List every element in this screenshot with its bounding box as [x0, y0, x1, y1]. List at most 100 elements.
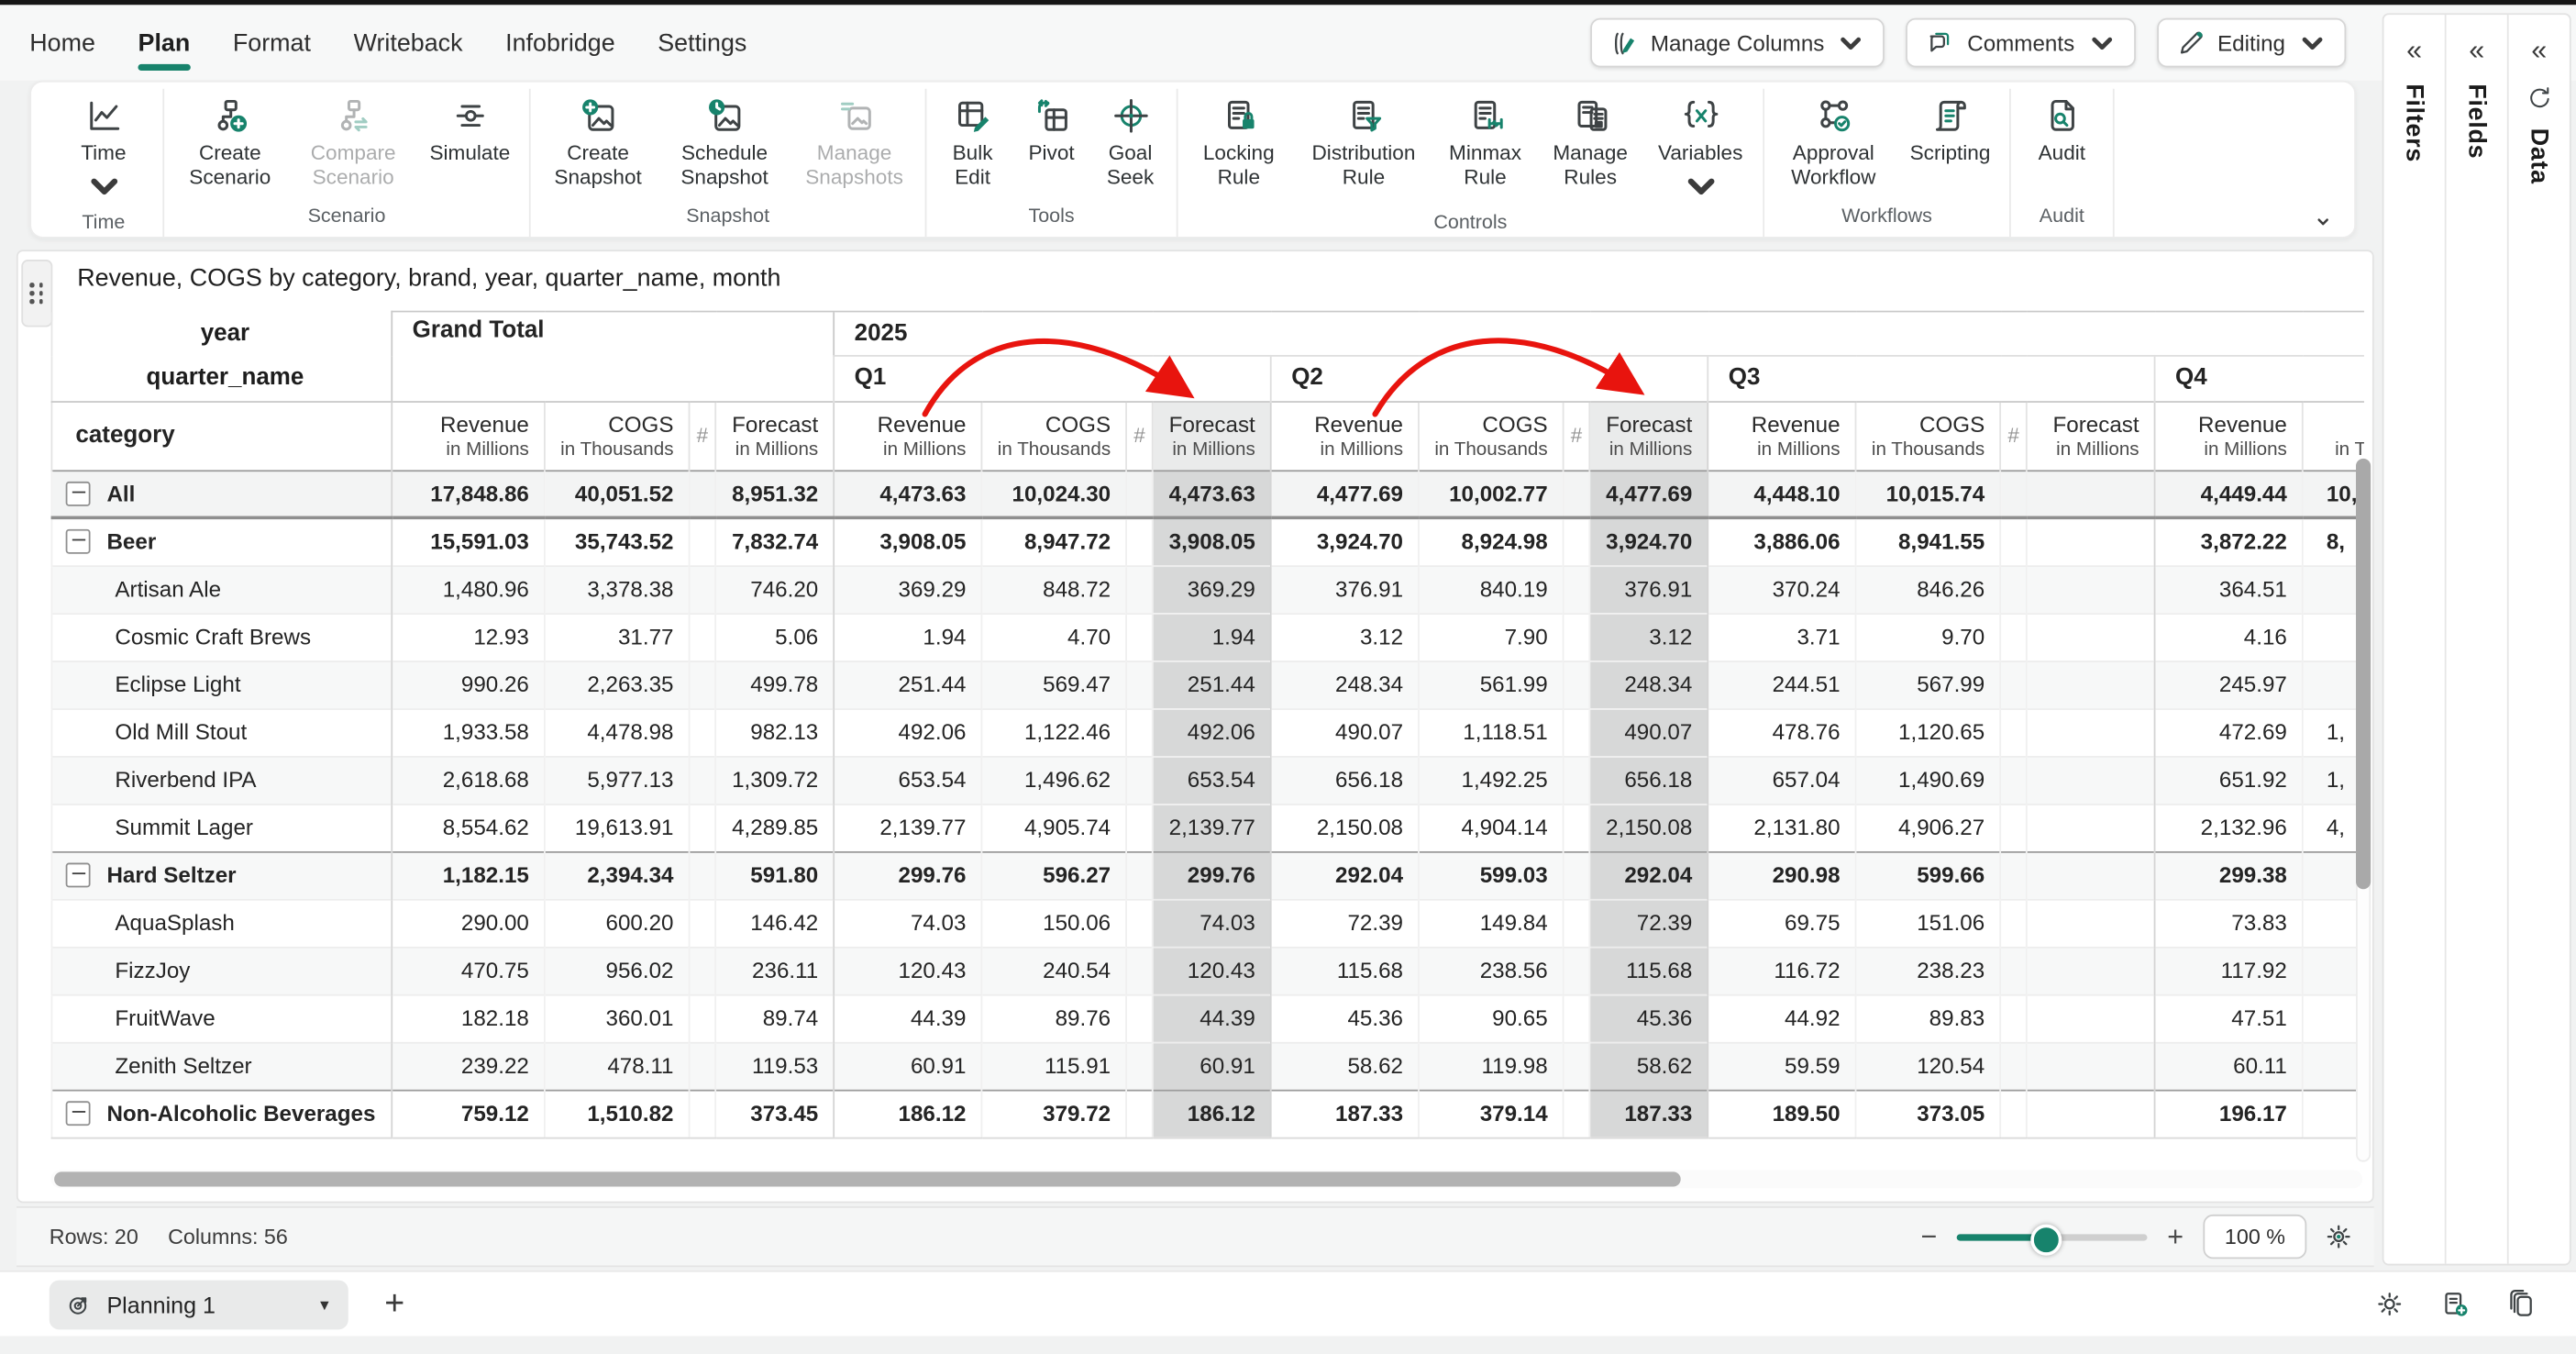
hash-cell[interactable] — [690, 517, 716, 565]
value-cell[interactable]: 379.14 — [1419, 1090, 1564, 1138]
value-cell[interactable]: 1,118.51 — [1419, 708, 1564, 756]
value-cell[interactable]: 2,132.96 — [2155, 804, 2303, 851]
hash-cell[interactable] — [2000, 851, 2027, 899]
value-cell[interactable]: 956.02 — [545, 947, 690, 994]
value-cell[interactable]: 5,977.13 — [545, 756, 690, 804]
quarter-q4-header[interactable]: Q4 — [2155, 356, 2364, 401]
value-cell[interactable]: 45.36 — [1271, 994, 1419, 1042]
value-cell[interactable]: 8,554.62 — [392, 804, 545, 851]
value-cell[interactable]: 2,131.80 — [1708, 804, 1855, 851]
collapse-icon[interactable] — [66, 481, 91, 505]
value-cell[interactable]: 373.45 — [715, 1090, 834, 1138]
value-cell[interactable]: 5.06 — [715, 613, 834, 660]
menu-settings[interactable]: Settings — [658, 28, 746, 56]
value-cell[interactable]: 146.42 — [715, 899, 834, 947]
value-cell[interactable] — [2027, 1042, 2155, 1090]
hash-cell[interactable] — [1126, 660, 1153, 708]
value-cell[interactable]: 1.94 — [1153, 613, 1271, 660]
value-cell[interactable]: 4,478.98 — [545, 708, 690, 756]
value-cell[interactable]: 379.72 — [982, 1090, 1127, 1138]
value-cell[interactable]: 89.76 — [982, 994, 1127, 1042]
value-cell[interactable]: 186.12 — [834, 1090, 981, 1138]
hash-cell[interactable] — [1564, 565, 1590, 613]
value-cell[interactable]: 31.77 — [545, 613, 690, 660]
value-cell[interactable]: 3,924.70 — [1589, 517, 1708, 565]
value-cell[interactable]: 3.12 — [1589, 613, 1708, 660]
value-cell[interactable]: 189.50 — [1708, 1090, 1855, 1138]
row-label[interactable]: Beer — [51, 517, 392, 565]
value-cell[interactable]: 364.51 — [2155, 565, 2303, 613]
zoom-level[interactable]: 100 % — [2204, 1215, 2307, 1259]
value-cell[interactable]: 120.43 — [834, 947, 981, 994]
value-cell[interactable]: 490.07 — [1589, 708, 1708, 756]
value-cell[interactable]: 653.54 — [1153, 756, 1271, 804]
hash-cell[interactable] — [1126, 994, 1153, 1042]
value-cell[interactable]: 4,477.69 — [1271, 470, 1419, 517]
value-cell[interactable]: 10,024.30 — [982, 470, 1127, 517]
value-cell[interactable]: 4,473.63 — [834, 470, 981, 517]
comments-button[interactable]: Comments — [1907, 18, 2135, 68]
value-cell[interactable]: 69.75 — [1708, 899, 1855, 947]
row-label[interactable]: Zenith Seltzer — [51, 1042, 392, 1090]
value-cell[interactable]: 492.06 — [1153, 708, 1271, 756]
row-label[interactable]: AquaSplash — [51, 899, 392, 947]
value-cell[interactable]: 990.26 — [392, 660, 545, 708]
value-cell[interactable]: 7,832.74 — [715, 517, 834, 565]
value-cell[interactable]: 10,015.74 — [1856, 470, 2001, 517]
value-cell[interactable]: 8,941.55 — [1856, 517, 2001, 565]
hash-cell[interactable] — [1126, 565, 1153, 613]
value-cell[interactable]: 1.94 — [834, 613, 981, 660]
value-cell[interactable]: 151.06 — [1856, 899, 2001, 947]
value-cell[interactable]: 848.72 — [982, 565, 1127, 613]
minmax-rule-button[interactable]: Minmax Rule — [1436, 94, 1534, 192]
hash-cell[interactable] — [1564, 1090, 1590, 1138]
distribution-rule-button[interactable]: Distribution Rule — [1296, 94, 1431, 192]
fields-panel-strip[interactable]: « Fields — [2447, 15, 2509, 1264]
value-cell[interactable]: 8,951.32 — [715, 470, 834, 517]
hash-cell[interactable] — [1126, 899, 1153, 947]
locking-rule-button[interactable]: Locking Rule — [1186, 94, 1291, 192]
hash-cell[interactable] — [2000, 994, 2027, 1042]
pivot-button[interactable]: Pivot — [1015, 94, 1088, 166]
value-cell[interactable] — [2027, 994, 2155, 1042]
hash-cell[interactable] — [690, 899, 716, 947]
goal-seek-button[interactable]: Goal Seek — [1092, 94, 1167, 192]
row-label[interactable]: Cosmic Craft Brews — [51, 613, 392, 660]
value-cell[interactable]: 472.69 — [2155, 708, 2303, 756]
hash-cell[interactable] — [1126, 517, 1153, 565]
year-2025-header[interactable]: 2025 — [834, 311, 2363, 356]
zoom-out-button[interactable]: − — [1918, 1220, 1940, 1253]
value-cell[interactable]: 3.12 — [1271, 613, 1419, 660]
cogs-header[interactable]: COGSin Thousands — [545, 401, 690, 470]
value-cell[interactable]: 567.99 — [1856, 660, 2001, 708]
value-cell[interactable]: 596.27 — [982, 851, 1127, 899]
value-cell[interactable] — [2303, 565, 2364, 613]
ribbon-collapse-button[interactable] — [2315, 214, 2331, 230]
value-cell[interactable]: 60.11 — [2155, 1042, 2303, 1090]
value-cell[interactable]: 1,122.46 — [982, 708, 1127, 756]
row-label[interactable]: Riverbend IPA — [51, 756, 392, 804]
hash-cell[interactable] — [1126, 851, 1153, 899]
value-cell[interactable]: 8,924.98 — [1419, 517, 1564, 565]
value-cell[interactable]: 45.36 — [1589, 994, 1708, 1042]
time-button[interactable]: Time — [52, 94, 154, 207]
scripting-button[interactable]: Scripting — [1899, 94, 2001, 166]
value-cell[interactable]: 2,139.77 — [834, 804, 981, 851]
menu-infobridge[interactable]: Infobridge — [505, 28, 615, 56]
zoom-slider-thumb[interactable] — [2031, 1224, 2062, 1255]
value-cell[interactable]: 4,448.10 — [1708, 470, 1855, 517]
editing-button[interactable]: Editing — [2157, 18, 2347, 68]
value-cell[interactable]: 376.91 — [1589, 565, 1708, 613]
value-cell[interactable]: 251.44 — [834, 660, 981, 708]
create-scenario-button[interactable]: Create Scenario — [172, 94, 287, 192]
value-cell[interactable]: 74.03 — [834, 899, 981, 947]
value-cell[interactable]: 120.54 — [1856, 1042, 2001, 1090]
collapse-icon[interactable] — [66, 1101, 91, 1126]
revenue-header[interactable]: Revenuein Millions — [1708, 401, 1855, 470]
revenue-header[interactable]: Revenuein Millions — [392, 401, 545, 470]
value-cell[interactable] — [2027, 804, 2155, 851]
value-cell[interactable]: 60.91 — [834, 1042, 981, 1090]
value-cell[interactable] — [2303, 851, 2364, 899]
add-sheet-button[interactable]: + — [384, 1287, 404, 1322]
value-cell[interactable]: 72.39 — [1271, 899, 1419, 947]
